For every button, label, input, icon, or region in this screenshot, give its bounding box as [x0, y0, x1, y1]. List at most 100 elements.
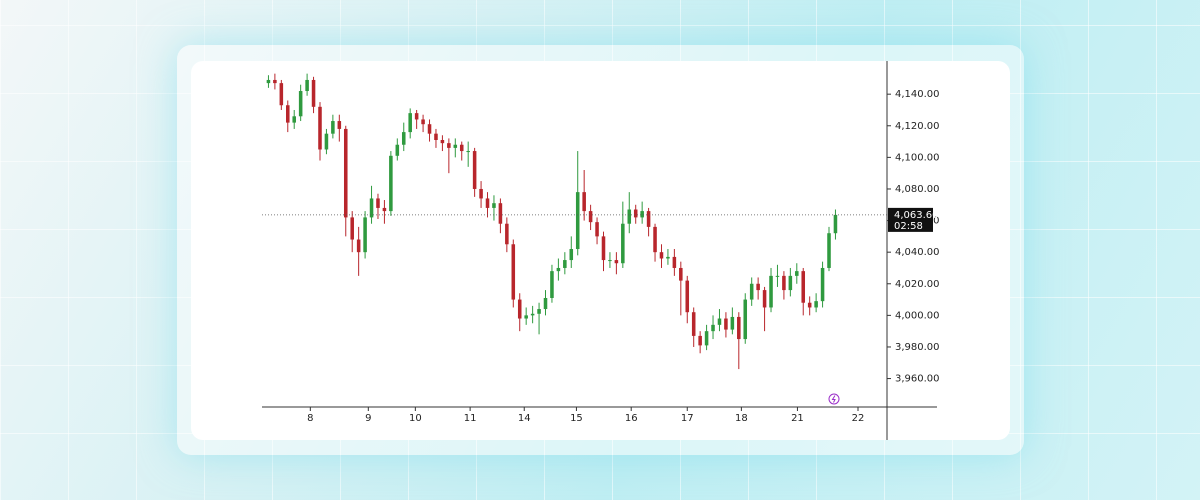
- candle-body: [582, 192, 586, 212]
- candle-body: [550, 271, 554, 298]
- candle-body: [698, 335, 702, 346]
- x-tick-label: 22: [852, 413, 865, 424]
- candle-body: [608, 260, 612, 262]
- candle-body: [266, 79, 271, 84]
- x-tick-label: 11: [464, 413, 477, 424]
- x-tick-label: 17: [681, 413, 694, 424]
- candle-body: [601, 236, 606, 261]
- alert-icon[interactable]: [828, 393, 840, 405]
- y-tick-label: 4,080.00: [895, 184, 940, 195]
- candle-body: [730, 316, 735, 330]
- x-tick-label: 14: [518, 413, 531, 424]
- candle-body: [279, 83, 284, 106]
- x-tick-label: 10: [409, 413, 422, 424]
- candle-body: [343, 128, 348, 218]
- x-tick-label: 15: [570, 413, 583, 424]
- candle-body: [679, 267, 683, 281]
- candle-body: [833, 214, 838, 234]
- candle-body: [517, 299, 522, 319]
- candle-body: [775, 275, 780, 277]
- candle-body: [318, 106, 322, 150]
- candle-body: [453, 144, 458, 148]
- candle-body: [382, 207, 387, 212]
- last-price-box: [888, 207, 933, 232]
- candle-body: [737, 316, 741, 340]
- candle-body: [807, 302, 812, 308]
- candle-body: [472, 151, 477, 189]
- candle-body: [292, 116, 296, 123]
- candle-body: [614, 260, 619, 264]
- candle-body: [356, 239, 361, 253]
- candle-body: [756, 283, 760, 291]
- candle-body: [408, 113, 412, 133]
- candle-body: [466, 151, 470, 153]
- candle-body: [421, 119, 425, 125]
- countdown-label: 02:58: [894, 221, 923, 232]
- candle-body: [298, 91, 303, 117]
- candle-body: [691, 312, 696, 336]
- candle-body: [530, 313, 535, 316]
- candle-body: [395, 144, 400, 156]
- candle-body: [492, 203, 496, 208]
- candle-body: [537, 309, 541, 314]
- candle-body: [479, 188, 483, 199]
- candle-body: [672, 256, 677, 268]
- candle-body: [324, 133, 329, 150]
- candle-body: [814, 301, 818, 308]
- candle-body: [640, 211, 644, 218]
- x-tick-label: 21: [791, 413, 804, 424]
- candle-body: [588, 211, 593, 223]
- y-tick-label: 4,020.00: [895, 279, 940, 290]
- y-tick-label: 4,000.00: [895, 310, 940, 321]
- candle-body: [376, 198, 380, 208]
- y-tick-label: 4,140.00: [895, 89, 940, 100]
- candle-body: [556, 267, 561, 272]
- candle-body: [543, 297, 548, 310]
- x-tick-label: 9: [365, 413, 371, 424]
- candle-body: [369, 198, 374, 218]
- candle-body: [337, 121, 342, 129]
- candle-body: [440, 139, 445, 144]
- candle-body: [801, 271, 806, 303]
- y-tick-label: 3,980.00: [895, 342, 940, 353]
- candle-body: [498, 203, 503, 224]
- candle-body: [820, 267, 825, 302]
- candle-body: [627, 209, 632, 224]
- y-tick-label: 3,960.00: [895, 374, 940, 385]
- candle-body: [286, 105, 290, 123]
- candle-body: [621, 223, 625, 264]
- candle-body: [273, 79, 277, 84]
- candle-body: [505, 223, 509, 245]
- x-tick-label: 8: [307, 413, 313, 424]
- candle-body: [743, 299, 748, 340]
- candle-body: [459, 144, 464, 152]
- candle-body: [350, 217, 354, 240]
- candle-body: [427, 124, 432, 134]
- candle-body: [434, 133, 438, 140]
- candle-body: [704, 331, 709, 346]
- candle-body: [485, 198, 490, 208]
- candle-body: [827, 233, 831, 268]
- candle-body: [717, 318, 722, 325]
- chart-card: [191, 61, 1010, 440]
- candle-body: [563, 260, 567, 268]
- candle-body: [575, 192, 580, 250]
- candle-body: [788, 275, 793, 291]
- candle-body: [633, 209, 638, 218]
- alert-icon-bolt: [831, 395, 836, 403]
- x-tick-label: 18: [735, 413, 748, 424]
- candle-body: [762, 290, 767, 308]
- candle-body: [666, 256, 670, 259]
- candle-body: [659, 252, 664, 259]
- candle-body: [653, 226, 657, 253]
- x-tick-label: 16: [625, 413, 638, 424]
- candle-body: [685, 280, 690, 313]
- candle-body: [524, 315, 528, 319]
- candle-body: [646, 211, 651, 227]
- candle-body: [414, 113, 419, 120]
- candle-body: [401, 132, 406, 145]
- candle-body: [331, 121, 335, 134]
- candle-body: [511, 244, 516, 300]
- candle-body: [311, 79, 316, 107]
